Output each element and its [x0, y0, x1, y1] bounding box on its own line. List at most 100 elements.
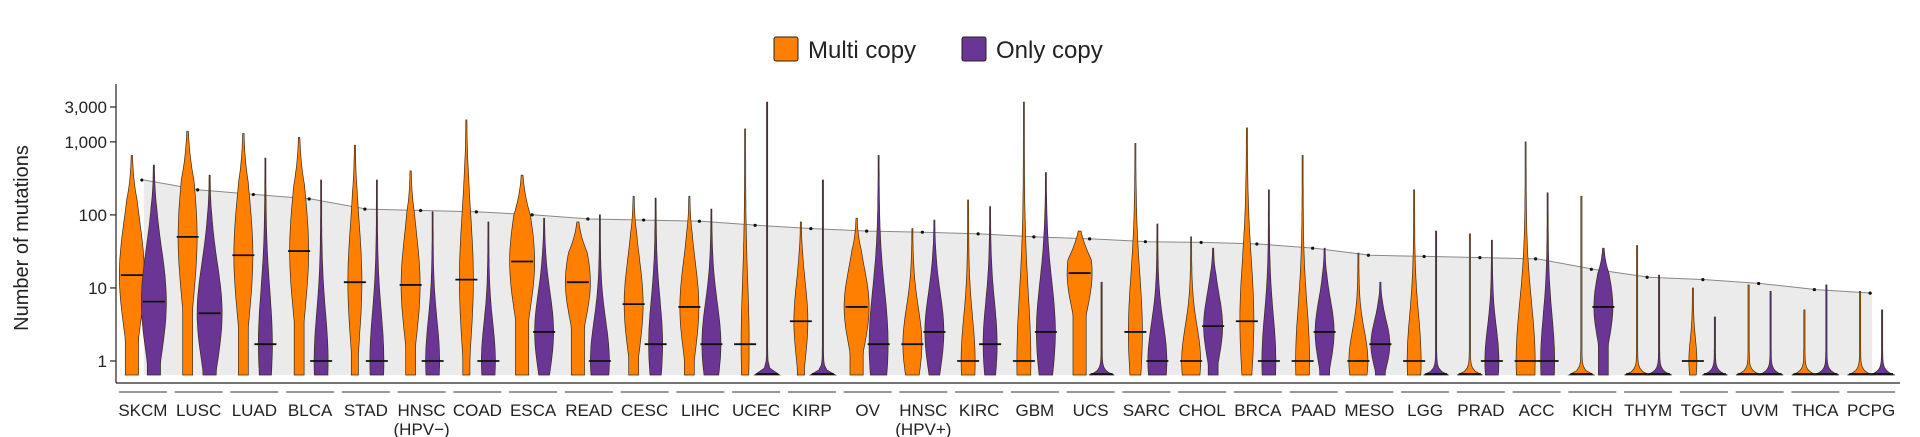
only-violin [481, 221, 496, 376]
only-violin [868, 155, 889, 376]
total-marker [196, 188, 200, 192]
category-sublabel: (HPV+) [895, 420, 951, 437]
category-label: STAD [344, 401, 388, 420]
multi-violin [902, 228, 923, 376]
multi-violin [623, 195, 644, 376]
category-label: SARC [1123, 401, 1170, 420]
category-label: PAAD [1291, 401, 1336, 420]
category-label: COAD [453, 401, 502, 420]
category-label: OV [855, 401, 880, 420]
only-violin [1261, 189, 1277, 376]
multi-violin [459, 119, 474, 376]
total-marker [697, 219, 701, 223]
only-violin [1757, 290, 1784, 376]
multi-violin [565, 221, 591, 376]
category-label: THYM [1624, 401, 1672, 420]
total-marker [1088, 237, 1092, 241]
total-marker [1534, 257, 1538, 261]
y-tick-label: 100 [79, 206, 107, 225]
only-violin [1088, 281, 1115, 376]
category-label: BRCA [1234, 401, 1282, 420]
total-marker [419, 208, 423, 213]
category-label: UCS [1073, 401, 1109, 420]
multi-violin [1567, 195, 1596, 376]
total-marker [140, 178, 144, 182]
total-marker [1757, 281, 1761, 286]
multi-violin [1791, 309, 1818, 376]
only-violin [1203, 247, 1223, 376]
total-marker [1589, 267, 1593, 271]
total-marker [753, 223, 757, 227]
only-violin [1869, 309, 1895, 376]
total-marker [1868, 291, 1872, 295]
only-violin [313, 179, 329, 376]
multi-violin [119, 155, 145, 376]
multi-violin [1181, 236, 1201, 376]
category-label: LGG [1407, 401, 1443, 420]
only-violin [1423, 230, 1449, 376]
only-violin [701, 208, 722, 376]
only-violin [1702, 316, 1728, 376]
multi-violin [1735, 284, 1762, 376]
total-marker [642, 218, 646, 222]
violin-layer [119, 101, 1895, 376]
only-violin [924, 219, 945, 376]
category-label: PCPG [1847, 401, 1895, 420]
multi-violin [679, 195, 700, 376]
multi-violin [177, 130, 198, 376]
only-violin [258, 157, 273, 376]
multi-violin [509, 174, 535, 376]
only-violin [648, 197, 663, 376]
category-label: CHOL [1179, 401, 1226, 420]
y-tick-label: 1,000 [64, 133, 107, 152]
category-label: ESCA [510, 401, 557, 420]
multi-violin [1128, 143, 1143, 376]
multi-violin [347, 144, 363, 376]
total-marker [530, 213, 534, 217]
total-marker [1199, 240, 1203, 245]
y-tick-label: 3,000 [64, 98, 107, 117]
legend-swatch-only-copy [961, 36, 987, 62]
total-marker [865, 229, 869, 233]
only-violin [590, 214, 610, 376]
only-violin [196, 174, 223, 376]
multi-violin [793, 221, 809, 376]
total-marker [474, 210, 478, 214]
total-marker [363, 207, 367, 211]
multi-violin [1066, 230, 1093, 376]
only-violin [425, 211, 440, 376]
only-violin [753, 101, 781, 376]
category-labels: SKCM LUSC LUAD BLCA STAD HNSC(HPV−)COAD ESCA RE… [118, 391, 1895, 437]
total-marker [307, 197, 311, 201]
category-label: ACC [1519, 401, 1555, 420]
category-label: KIRC [959, 401, 1000, 420]
category-label: KIRP [792, 401, 832, 420]
total-marker [251, 192, 255, 197]
only-violin [1147, 223, 1168, 376]
multi-violin [1239, 127, 1255, 376]
category-label: UCEC [732, 401, 780, 420]
multi-violin [1016, 101, 1032, 376]
y-tick-label: 10 [88, 279, 107, 298]
total-marker [1422, 254, 1426, 259]
category-sublabel: (HPV−) [394, 420, 450, 437]
category-label: HNSC [899, 401, 947, 420]
total-marker [1645, 275, 1649, 279]
category-label: LIHC [681, 401, 720, 420]
only-violin [369, 179, 385, 376]
total-marker [1478, 256, 1482, 260]
multi-violin [843, 217, 870, 376]
multi-violin [1406, 189, 1422, 376]
total-marker [1366, 253, 1370, 257]
category-label: GBM [1016, 401, 1055, 420]
band-layer [140, 178, 1873, 375]
only-violin [141, 164, 167, 376]
category-label: PRAD [1457, 401, 1504, 420]
total-marker [586, 217, 590, 221]
legend-swatch-multi-copy [773, 36, 799, 62]
category-label: MESO [1344, 401, 1394, 420]
total-marker [1311, 246, 1315, 250]
legend: Multi copy Only copy [773, 36, 1103, 64]
y-axis-title: Number of mutations [11, 145, 33, 331]
